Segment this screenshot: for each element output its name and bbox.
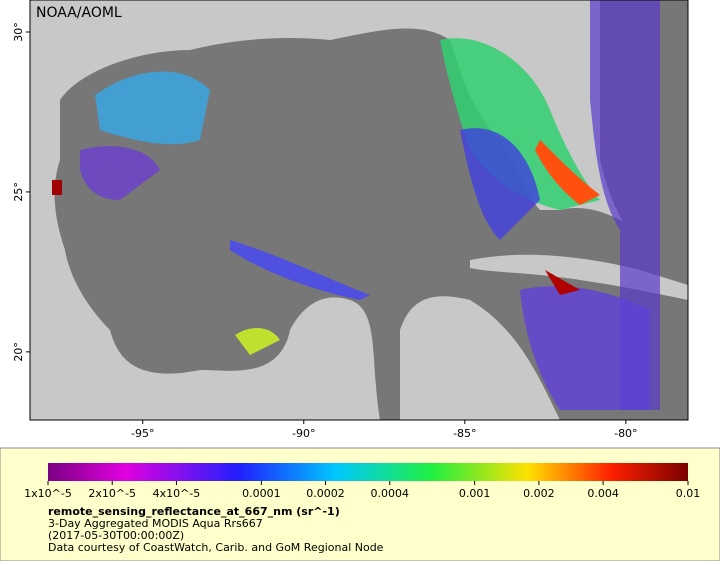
colorbar-tick-label: 4x10^-5: [153, 487, 201, 500]
colorbar-tick-label: 2x10^-5: [88, 487, 136, 500]
colorbar-tick-label: 0.0001: [242, 487, 281, 500]
x-tick-label: -90°: [292, 427, 315, 440]
y-tick-label: 25°: [12, 182, 25, 202]
map-label: NOAA/AOML: [36, 5, 122, 21]
data-swath: [235, 328, 280, 355]
x-tick-label: -80°: [614, 427, 637, 440]
colorbar-tick-label: 0.001: [459, 487, 491, 500]
data-swath: [95, 71, 210, 145]
map-area: NOAA/AOML: [30, 0, 688, 420]
map-frame: [29, 0, 689, 421]
caption-line: 3-Day Aggregated MODIS Aqua Rrs667: [48, 517, 263, 530]
data-swath: [230, 240, 370, 300]
data-swath: [535, 140, 600, 205]
caption-line: Data courtesy of CoastWatch, Carib. and …: [48, 541, 384, 554]
data-swath: [545, 270, 580, 295]
colorbar-tick-label: 1x10^-5: [24, 487, 72, 500]
y-tick-label: 20°: [12, 342, 25, 362]
x-tick-label: -85°: [453, 427, 476, 440]
colorbar: [48, 463, 688, 481]
colorbar-tick-label: 0.01: [676, 487, 701, 500]
colorbar-tick-label: 0.0004: [371, 487, 410, 500]
caption-line: (2017-05-30T00:00:00Z): [48, 529, 184, 542]
caption-title: remote_sensing_reflectance_at_667_nm (sr…: [48, 505, 340, 518]
data-swath: [80, 146, 160, 200]
colorbar-tick-label: 0.002: [523, 487, 555, 500]
y-tick-label: 30°: [12, 22, 25, 42]
x-tick-label: -95°: [131, 427, 154, 440]
data-swath: [52, 180, 62, 195]
data-swath: [520, 286, 650, 410]
colorbar-tick-label: 0.0002: [306, 487, 345, 500]
data-swath: [460, 128, 540, 240]
colorbar-tick-label: 0.004: [587, 487, 619, 500]
